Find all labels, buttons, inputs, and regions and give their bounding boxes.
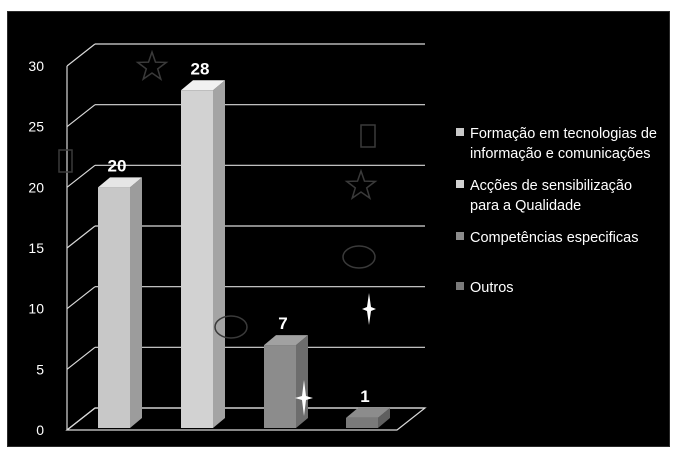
star-outline-icon (344, 168, 378, 200)
data-label: 7 (278, 314, 287, 333)
ellipse-outline-icon (214, 315, 248, 339)
bar-top (346, 407, 390, 418)
y-tick-label: 20 (28, 179, 44, 195)
bar-front (98, 187, 130, 428)
legend-label: informação e comunicações (470, 146, 651, 162)
bar-top (98, 177, 142, 188)
bar-front (264, 345, 296, 428)
ellipse-outline-icon (342, 245, 376, 269)
data-label: 28 (191, 59, 210, 78)
rectangle-outline-icon (58, 149, 73, 173)
bar-front (346, 417, 378, 428)
side-wall-line (66, 346, 96, 370)
four-point-sparkle-icon (295, 380, 313, 416)
legend-swatch (456, 232, 464, 240)
side-wall-line (66, 407, 96, 431)
legend-label: Formação em tecnologias de (470, 126, 657, 142)
legend-swatch (456, 282, 464, 290)
legend-label: Acções de sensibilização (470, 178, 632, 194)
y-tick-label: 5 (36, 361, 44, 377)
legend-label: Outros (470, 280, 514, 296)
y-tick-label: 25 (28, 119, 44, 135)
side-wall-line (66, 225, 96, 249)
bar-front (181, 90, 213, 429)
four-point-sparkle-icon (362, 293, 376, 325)
bar-top (181, 80, 225, 91)
data-label: 20 (108, 156, 127, 175)
data-label: 1 (360, 387, 369, 406)
bar-side (378, 407, 390, 428)
bar-top (264, 335, 308, 346)
bar-side (213, 80, 225, 429)
bar-side (130, 177, 142, 428)
side-wall-line (66, 43, 96, 67)
side-wall-line (66, 164, 96, 188)
legend-label: para a Qualidade (470, 198, 581, 214)
side-wall-line (66, 104, 96, 128)
legend-label: Competências especificas (470, 230, 638, 246)
bar-side (296, 335, 308, 428)
y-tick-label: 30 (28, 58, 44, 74)
legend-swatch (456, 180, 464, 188)
star-outline-icon (135, 49, 169, 81)
side-wall-line (66, 286, 96, 310)
y-tick-label: 15 (28, 240, 44, 256)
legend-swatch (456, 128, 464, 136)
rectangle-outline-icon (360, 124, 376, 148)
y-tick-label: 0 (36, 422, 44, 438)
y-tick-label: 10 (28, 301, 44, 317)
